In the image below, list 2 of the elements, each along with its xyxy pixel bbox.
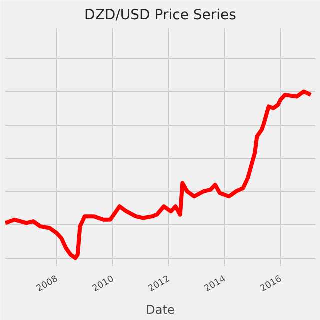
x-axis-title: Date	[146, 303, 175, 318]
chart-title: DZD/USD Price Series	[84, 8, 236, 24]
